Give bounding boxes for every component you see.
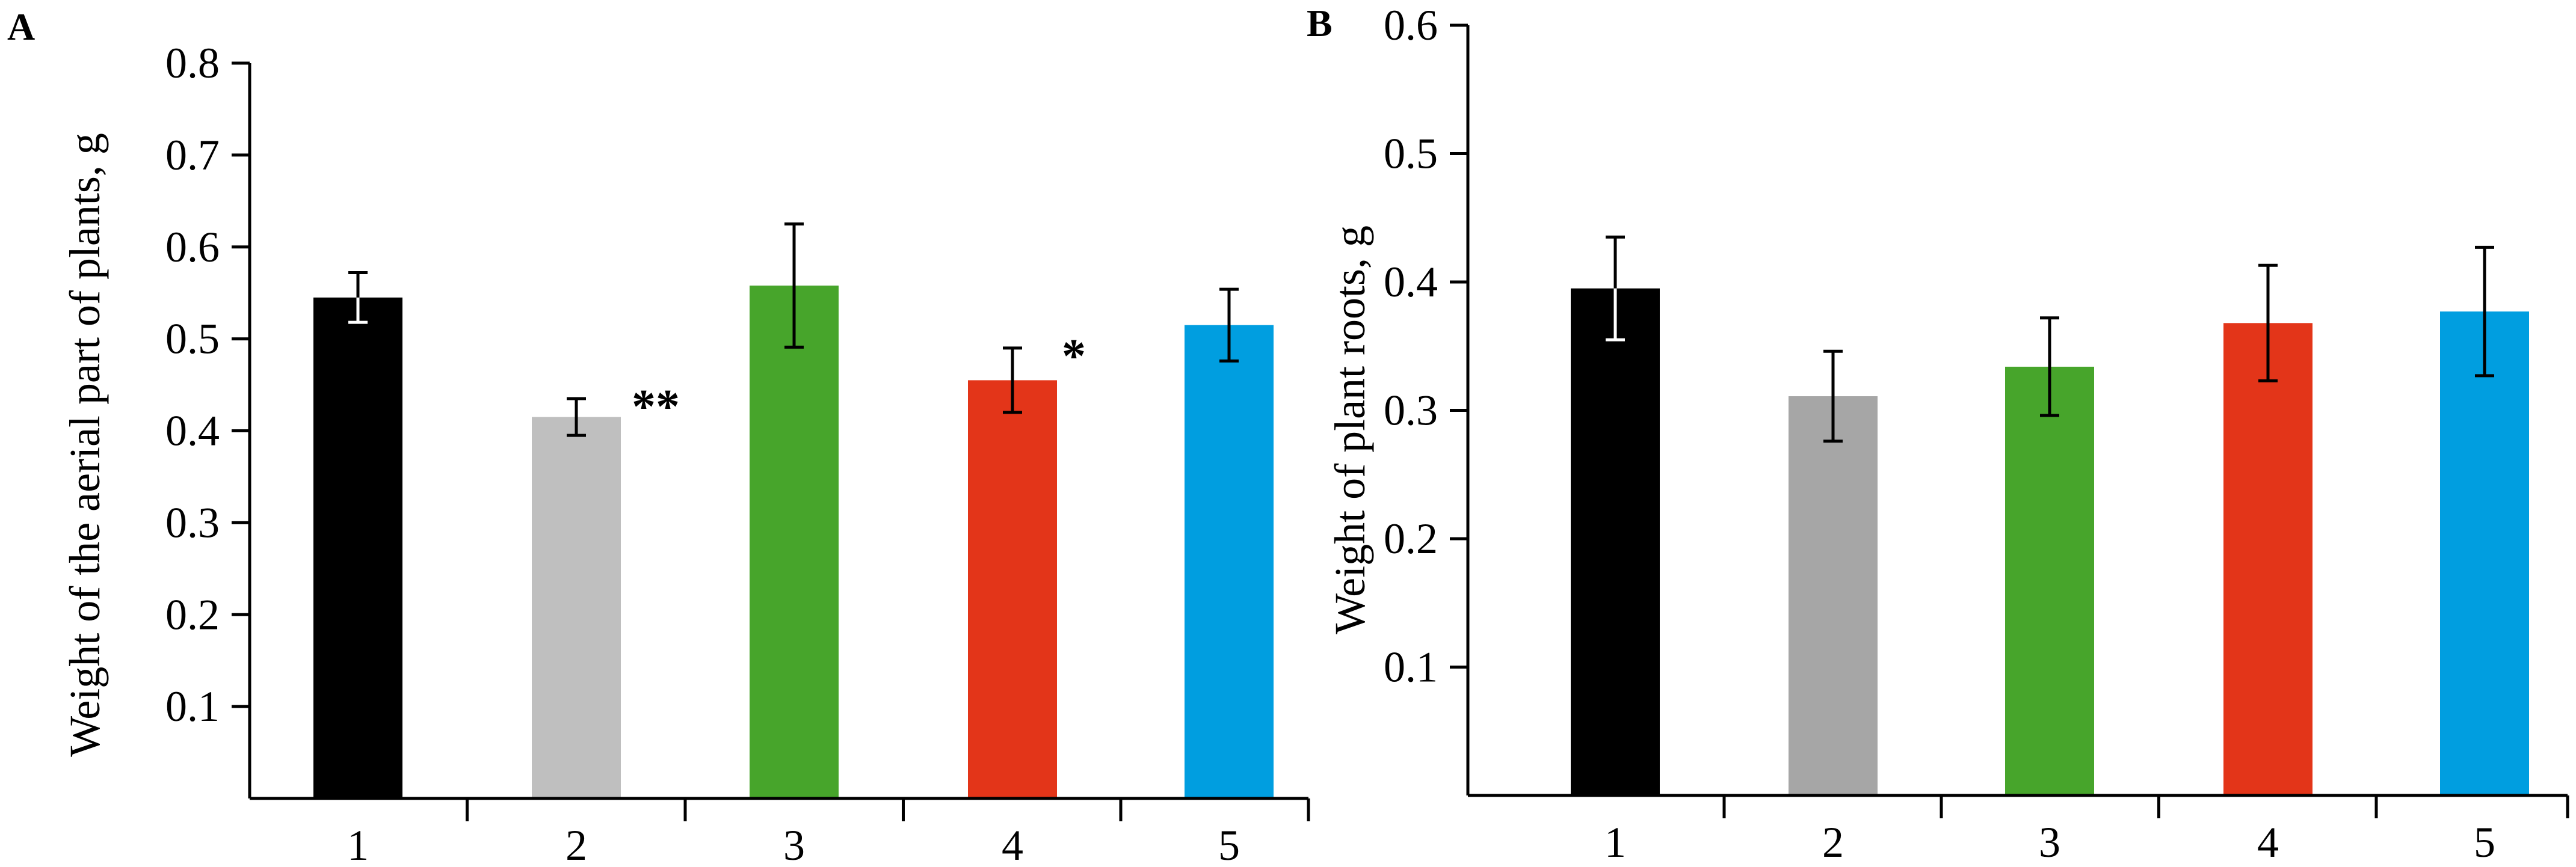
panel-b-error-bar-1 — [1606, 235, 1625, 342]
panel-a-significance-2: ** — [632, 381, 680, 433]
panel-a-significance-4: * — [1062, 330, 1086, 383]
panel-a-x-tick-label-2: 2 — [565, 821, 587, 867]
panel-b-y-tick-label: 0.5 — [1384, 130, 1438, 178]
panel-a-y-tick-label: 0.7 — [165, 131, 220, 179]
panel-a-y-tick-label: 0.3 — [165, 498, 220, 547]
panel-a-x-tick-label-3: 3 — [783, 821, 805, 867]
panel-a-letter: A — [7, 5, 35, 48]
panel-a-y-tick-label: 0.1 — [165, 682, 220, 731]
panel-a-bar-2 — [532, 417, 621, 798]
panel-a-bar-4 — [968, 380, 1057, 798]
panel-b-error-bar-4 — [2258, 263, 2278, 382]
panel-b-y-tick-label: 0.1 — [1384, 643, 1438, 691]
panel-a-error-bar-4 — [1003, 346, 1022, 414]
panel-a-y-tick-label: 0.6 — [165, 223, 220, 271]
panel-b-bar-5 — [2440, 311, 2529, 795]
panel-b-y-axis-title: Weight of plant roots, g — [1326, 225, 1374, 634]
panel-b-error-bar-3 — [2040, 316, 2059, 417]
panel-b-x-tick-label-4: 4 — [2257, 818, 2279, 866]
panel-b-x-tick-label-2: 2 — [1822, 818, 1844, 866]
panel-a-x-tick-label-1: 1 — [347, 821, 369, 867]
panel-a-bar-1 — [313, 297, 402, 798]
panel-a-error-bar-3 — [784, 222, 804, 349]
panel-a-y-tick-label: 0.4 — [165, 407, 220, 455]
panel-b-bar-2 — [1789, 396, 1878, 795]
panel-a-y-tick-label: 0.5 — [165, 315, 220, 363]
panel-a-y-tick-label: 0.2 — [165, 590, 220, 639]
panel-b-bar-4 — [2223, 323, 2313, 795]
panel-a-bar-5 — [1185, 325, 1274, 798]
panel-b-y-tick-label: 0.2 — [1384, 515, 1438, 563]
panel-b-x-tick-label-5: 5 — [2474, 818, 2495, 866]
panel-a-x-tick-label-5: 5 — [1218, 821, 1240, 867]
panel-a-error-bar-1 — [348, 271, 368, 324]
panel-b-bar-3 — [2005, 366, 2094, 795]
panel-a-x-tick-label-4: 4 — [1002, 821, 1023, 867]
panel-a-bar-3 — [750, 285, 839, 798]
panel-b-letter: B — [1307, 2, 1333, 44]
panel-b-y-tick-label: 0.6 — [1384, 1, 1438, 49]
panel-b-error-bar-2 — [1823, 349, 1843, 443]
panel-b-x-tick-label-3: 3 — [2039, 818, 2060, 866]
panel-a-error-bar-2 — [567, 397, 586, 437]
panel-b-error-bar-5 — [2475, 245, 2494, 378]
panel-b-y-tick-label: 0.3 — [1384, 387, 1438, 435]
panel-b-bar-1 — [1571, 288, 1660, 795]
panel-b-x-tick-label-1: 1 — [1604, 818, 1626, 866]
panel-b-y-tick-label: 0.4 — [1384, 258, 1438, 306]
panel-a-chart: A Weight of the aerial part of plants, g… — [7, 5, 1310, 867]
panel-a-y-tick-label: 0.8 — [165, 39, 220, 87]
panel-a-y-axis-title: Weight of the aerial part of plants, g — [61, 133, 109, 757]
panel-a-error-bar-5 — [1219, 287, 1239, 363]
panel-b-chart: B Weight of plant roots, g 0.1 0.2 0.3 0.4 0… — [1307, 1, 2569, 866]
